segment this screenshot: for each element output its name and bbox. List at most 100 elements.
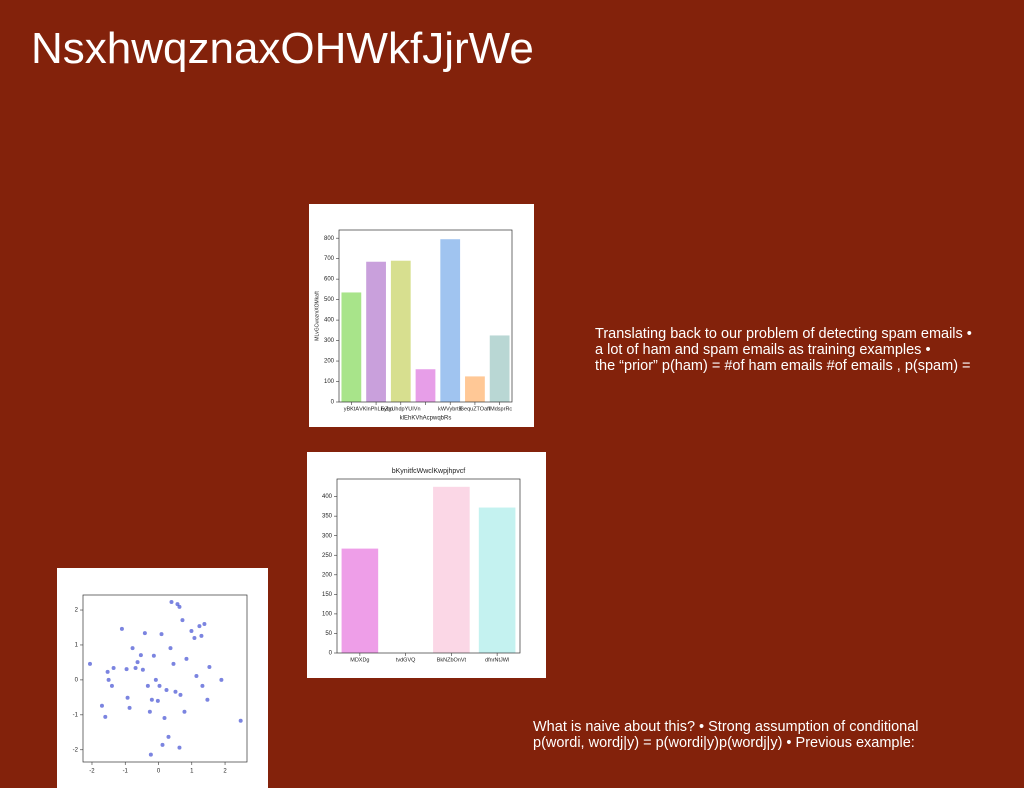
y-tick-label: 2 bbox=[75, 608, 79, 614]
point bbox=[175, 602, 180, 607]
y-tick-label: 700 bbox=[324, 256, 335, 262]
y-tick-label: 0 bbox=[331, 400, 335, 406]
x-tick-label: BkNZbOnVt bbox=[437, 657, 467, 663]
y-tick-label: 400 bbox=[322, 494, 333, 500]
text-line: p(wordi, wordj|y) = p(wordi|y)p(wordj|y)… bbox=[533, 735, 915, 751]
y-tick-label: -1 bbox=[73, 712, 79, 718]
chart-image: 0 100 200 300 400 500 600 700 800 MLvGCwozmXOMkaf… bbox=[309, 204, 534, 427]
y-tick-label: 600 bbox=[324, 277, 335, 283]
y-tick-label: 200 bbox=[324, 359, 335, 365]
point bbox=[138, 653, 143, 658]
y-tick-label: 250 bbox=[322, 553, 333, 559]
point bbox=[184, 656, 189, 661]
point bbox=[99, 703, 104, 708]
point bbox=[111, 666, 116, 671]
point bbox=[177, 745, 182, 750]
point bbox=[130, 646, 135, 651]
point bbox=[160, 742, 165, 747]
point bbox=[142, 631, 147, 636]
plot-frame bbox=[82, 594, 248, 763]
point bbox=[127, 705, 132, 710]
x-tick-label: -1 bbox=[123, 769, 129, 775]
plot-frame bbox=[338, 229, 513, 403]
point bbox=[182, 709, 187, 714]
point bbox=[153, 677, 158, 682]
point bbox=[125, 695, 130, 700]
bar bbox=[465, 376, 485, 402]
point bbox=[151, 653, 156, 658]
y-tick-label: 0 bbox=[329, 651, 333, 657]
point bbox=[140, 667, 145, 672]
x-tick-label: 0 bbox=[157, 769, 161, 775]
bar bbox=[489, 335, 510, 402]
point bbox=[194, 674, 199, 679]
y-tick-label: 1 bbox=[75, 643, 79, 649]
point bbox=[205, 697, 210, 702]
y-tick-label: 800 bbox=[324, 236, 335, 242]
x-tick-label: 2 bbox=[223, 769, 227, 775]
x-tick-label: ixZgUhdpYUIVn bbox=[381, 406, 420, 412]
text-line: Translating back to our problem of detec… bbox=[595, 326, 972, 342]
point bbox=[173, 689, 178, 694]
point bbox=[178, 692, 183, 697]
point bbox=[106, 677, 111, 682]
chart-title: bKynitfcWwclKwpjhpvcf bbox=[392, 468, 466, 475]
y-tick-label: 300 bbox=[324, 338, 335, 344]
x-tick-label: tvdGVQ bbox=[396, 657, 416, 663]
point bbox=[197, 624, 202, 629]
x-tick-label: dfnrNtJWl bbox=[485, 657, 509, 663]
point bbox=[189, 628, 194, 633]
y-tick-label: 200 bbox=[322, 572, 333, 578]
x-tick-label: VKlnPhLEybo bbox=[359, 406, 393, 412]
chart-image: bKynitfcWwclKwpjhpvcf 0 50 100 150 200 250 300 3… bbox=[307, 452, 546, 678]
bar bbox=[415, 369, 436, 402]
x-tick-label: GequZTOaff bbox=[460, 406, 491, 412]
point bbox=[192, 635, 197, 640]
x-axis-label: klEhKVhAcpwqbRs bbox=[400, 416, 452, 422]
point bbox=[105, 669, 110, 674]
x-tick-label: 1 bbox=[190, 769, 194, 775]
bar bbox=[341, 292, 362, 402]
y-tick-label: 150 bbox=[322, 592, 333, 598]
point bbox=[147, 709, 152, 714]
point bbox=[87, 661, 92, 666]
y-tick-label: 50 bbox=[325, 631, 332, 637]
point bbox=[155, 698, 160, 703]
bar bbox=[440, 239, 461, 402]
x-tick-label: -2 bbox=[89, 769, 95, 775]
x-tick-label: MDXDg bbox=[350, 657, 369, 663]
y-tick-label: 100 bbox=[322, 611, 333, 617]
y-tick-label: 300 bbox=[322, 533, 333, 539]
point bbox=[207, 664, 212, 669]
point bbox=[133, 666, 138, 671]
point bbox=[109, 683, 114, 688]
y-tick-label: 100 bbox=[324, 379, 335, 385]
point bbox=[180, 618, 185, 623]
point bbox=[171, 661, 176, 666]
point bbox=[199, 633, 204, 638]
point bbox=[164, 688, 169, 693]
bar bbox=[478, 507, 516, 653]
y-axis-label: MLvGCwozmXOMkaft bbox=[314, 291, 320, 341]
bar bbox=[366, 261, 386, 402]
point bbox=[169, 599, 174, 604]
y-tick-label: -2 bbox=[73, 747, 79, 753]
bar bbox=[341, 548, 379, 653]
y-tick-label: 400 bbox=[324, 318, 335, 324]
point bbox=[145, 683, 150, 688]
point bbox=[119, 626, 124, 631]
point bbox=[162, 715, 167, 720]
x-tick-label: kWVybrtB bbox=[438, 406, 463, 412]
point bbox=[177, 604, 182, 609]
x-tick-label: yBKtA bbox=[344, 406, 360, 412]
point bbox=[202, 621, 207, 626]
y-tick-label: 500 bbox=[324, 297, 335, 303]
point bbox=[124, 667, 129, 672]
chart-image: -2 -1 0 1 2 -2 -1 0 1 2 bbox=[57, 568, 268, 788]
point bbox=[135, 660, 140, 665]
point bbox=[219, 677, 224, 682]
x-tick-label: nMdsprRc bbox=[487, 406, 512, 412]
point bbox=[200, 683, 205, 688]
text-line: the “prior” p(ham) = #of ham emails #of … bbox=[595, 358, 971, 374]
